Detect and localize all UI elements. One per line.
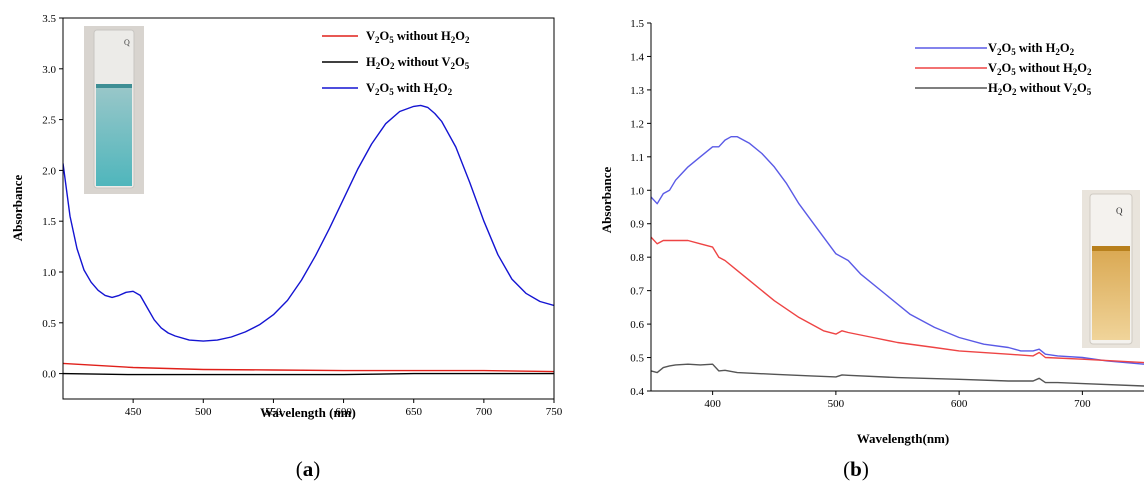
x-tick-label: 600 bbox=[951, 398, 968, 410]
svg-text:V2O5 without H2O2: V2O5 without H2O2 bbox=[988, 61, 1092, 77]
y-tick-label: 0.9 bbox=[630, 219, 644, 231]
x-tick-label: 700 bbox=[476, 406, 493, 418]
legend-item-v2o5-with-h2o2: V2O5 with H2O2 bbox=[915, 41, 1075, 57]
panel-a-x-axis-label: Wavelength (nm) bbox=[260, 405, 356, 420]
legend-item-h2o2-without-v2o5: H2O2 without V2O5 bbox=[915, 81, 1092, 97]
y-tick-label: 1.2 bbox=[630, 118, 644, 130]
x-tick-label: 400 bbox=[704, 398, 721, 410]
y-tick-label: 1.1 bbox=[630, 152, 644, 164]
panel-a-caption-label: (a) bbox=[296, 457, 321, 481]
panel-b-y-axis-label: Absorbance bbox=[599, 167, 614, 234]
panel-b-caption-label: (b) bbox=[843, 457, 869, 481]
y-tick-label: 0.5 bbox=[42, 318, 56, 330]
panel-b-legend: V2O5 with H2O2 V2O5 without H2O2 H2O2 wi… bbox=[915, 41, 1092, 97]
panel-a: 0.0 0.5 1.0 1.5 2.0 2.5 3.0 3.5 450 500 550 600 650… bbox=[10, 13, 563, 481]
panel-a-x-ticks: 450 500 550 600 650 700 750 bbox=[125, 399, 563, 418]
y-tick-label: 0.8 bbox=[630, 252, 644, 264]
panel-a-legend: V2O5 without H2O2 H2O2 without V2O5 V2O5… bbox=[322, 29, 470, 97]
y-tick-label: 1.4 bbox=[630, 51, 644, 63]
legend-item-h2o2-without-v2o5: H2O2 without V2O5 bbox=[322, 55, 470, 71]
panel-b-inset-cuvette-photo: Q bbox=[1082, 190, 1140, 348]
panel-a-inset-cuvette-photo: Q bbox=[84, 26, 144, 194]
x-tick-label: 700 bbox=[1074, 398, 1091, 410]
x-tick-label: 600 bbox=[335, 406, 352, 418]
legend-item-v2o5-without-h2o2: V2O5 without H2O2 bbox=[915, 61, 1092, 77]
y-tick-label: 3.0 bbox=[42, 64, 56, 76]
y-tick-label: 0.5 bbox=[630, 353, 644, 365]
svg-text:V2O5 without H2O2: V2O5 without H2O2 bbox=[366, 29, 470, 45]
panel-a-y-axis-label: Absorbance bbox=[10, 175, 25, 242]
series-line-2 bbox=[63, 104, 554, 342]
panel-b-series bbox=[651, 135, 1144, 387]
y-tick-label: 0.7 bbox=[630, 286, 644, 298]
x-tick-label: 650 bbox=[405, 406, 422, 418]
x-tick-label: 500 bbox=[828, 398, 845, 410]
svg-text:Q: Q bbox=[1116, 206, 1123, 216]
y-tick-label: 2.5 bbox=[42, 115, 56, 127]
svg-text:H2O2 without V2O5: H2O2 without V2O5 bbox=[366, 55, 470, 71]
legend-item-v2o5-without-h2o2: V2O5 without H2O2 bbox=[322, 29, 470, 45]
y-tick-label: 1.3 bbox=[630, 85, 644, 97]
x-tick-label: 450 bbox=[125, 406, 142, 418]
x-tick-label: 550 bbox=[265, 406, 282, 418]
series-line-0 bbox=[63, 362, 554, 373]
panel-a-plot-frame bbox=[62, 17, 555, 400]
y-tick-label: 1.0 bbox=[42, 267, 56, 279]
svg-text:Q: Q bbox=[124, 38, 130, 47]
series-line-1 bbox=[651, 236, 1144, 364]
panel-a-series bbox=[63, 104, 554, 376]
x-tick-label: 500 bbox=[195, 406, 212, 418]
svg-text:V2O5 with H2O2: V2O5 with H2O2 bbox=[366, 81, 453, 97]
panel-b: 0.4 0.5 0.6 0.7 0.8 0.9 1.0 1.1 1.2 1.3 1.4 1.5 400… bbox=[599, 18, 1144, 481]
y-tick-label: 2.0 bbox=[42, 165, 56, 177]
y-tick-label: 0.4 bbox=[630, 386, 644, 398]
y-tick-label: 1.0 bbox=[630, 185, 644, 197]
svg-text:H2O2 without V2O5: H2O2 without V2O5 bbox=[988, 81, 1092, 97]
series-line-2 bbox=[651, 363, 1144, 387]
y-tick-label: 1.5 bbox=[630, 18, 644, 30]
panel-a-y-ticks: 0.0 0.5 1.0 1.5 2.0 2.5 3.0 3.5 bbox=[42, 13, 63, 381]
series-line-0 bbox=[651, 135, 1144, 365]
series-line-1 bbox=[63, 372, 554, 376]
y-tick-label: 1.5 bbox=[42, 216, 56, 228]
panel-b-y-ticks: 0.4 0.5 0.6 0.7 0.8 0.9 1.0 1.1 1.2 1.3 1.4 1.5 bbox=[630, 18, 651, 398]
panel-b-x-axis-label: Wavelength(nm) bbox=[857, 431, 949, 446]
legend-item-v2o5-with-h2o2: V2O5 with H2O2 bbox=[322, 81, 453, 97]
y-tick-label: 0.0 bbox=[42, 369, 56, 381]
y-tick-label: 0.6 bbox=[630, 319, 644, 331]
y-tick-label: 3.5 bbox=[42, 13, 56, 25]
svg-text:V2O5 with H2O2: V2O5 with H2O2 bbox=[988, 41, 1075, 57]
x-tick-label: 750 bbox=[546, 406, 563, 418]
panel-b-x-ticks: 400 500 600 700 bbox=[704, 391, 1091, 410]
